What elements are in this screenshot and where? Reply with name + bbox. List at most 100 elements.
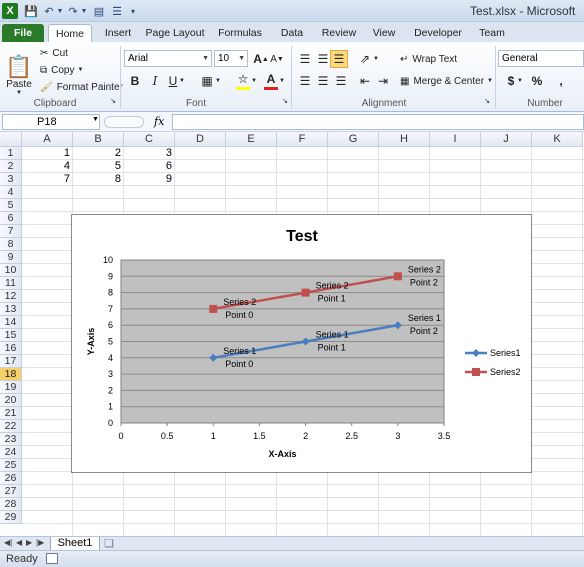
column-header-c[interactable]: C [124, 132, 175, 147]
column-header-d[interactable]: D [175, 132, 226, 147]
column-header-e[interactable]: E [226, 132, 277, 147]
currency-button[interactable]: $ [507, 74, 515, 88]
cell-b2[interactable]: 5 [114, 160, 121, 172]
undo-dropdown-icon[interactable]: ▼ [56, 7, 64, 15]
name-box-dropdown-icon[interactable]: ▼ [92, 116, 99, 123]
column-header-h[interactable]: H [379, 132, 430, 147]
italic-button[interactable]: I [152, 74, 158, 88]
currency-dropdown-icon[interactable]: ▼ [517, 78, 523, 84]
form-icon[interactable]: ▤ [93, 5, 105, 18]
redo-icon[interactable]: ↷ [68, 5, 78, 18]
row-header-28[interactable]: 28 [0, 498, 22, 511]
tab-home[interactable]: Home [48, 24, 92, 42]
row-header-9[interactable]: 9 [0, 251, 22, 264]
formula-input[interactable] [172, 114, 584, 130]
macro-record-icon[interactable] [46, 553, 58, 564]
row-header-21[interactable]: 21 [0, 407, 22, 420]
orientation-dropdown-icon[interactable]: ▼ [373, 56, 379, 62]
align-center-icon[interactable]: ☰ [317, 74, 329, 88]
customize-toolbar-icon[interactable]: ▾ [130, 6, 135, 16]
row-header-13[interactable]: 13 [0, 303, 22, 316]
format-painter-button[interactable]: 🖌 Format Painter [40, 80, 123, 94]
tab-insert[interactable]: Insert [104, 27, 132, 39]
next-sheet-icon[interactable]: ▶ [26, 538, 33, 547]
name-box[interactable]: P18 [2, 114, 100, 130]
row-header-6[interactable]: 6 [0, 212, 22, 225]
row-header-3[interactable]: 3 [0, 173, 22, 186]
fill-color-icon[interactable]: ⛦ [238, 71, 248, 86]
align-left-icon[interactable]: ☰ [299, 74, 311, 88]
insert-sheet-icon[interactable]: ❏ [104, 538, 114, 550]
row-header-23[interactable]: 23 [0, 433, 22, 446]
cell-b3[interactable]: 8 [114, 173, 121, 185]
shrink-font-button[interactable]: A ▼ [268, 50, 286, 68]
wrap-text-button[interactable]: ↵ Wrap Text [400, 51, 457, 67]
column-header-k[interactable]: K [532, 132, 583, 147]
row-header-7[interactable]: 7 [0, 225, 22, 238]
tab-file[interactable]: File [2, 24, 44, 42]
undo-icon[interactable]: ↶ [44, 5, 54, 18]
embedded-chart[interactable]: Test 0 1 2 3 4 5 6 7 8 9 10 0 0.5 1 1.5 2 2.5 3 3.5 X-Axis Y-… [71, 214, 532, 473]
cell-c3[interactable]: 9 [165, 173, 172, 185]
merge-center-button[interactable]: ▦ Merge & Center ▼ [400, 73, 493, 89]
bold-button[interactable]: B [130, 74, 140, 88]
insert-function-button[interactable]: fx [154, 115, 165, 128]
fill-color-dropdown-icon[interactable]: ▼ [251, 78, 257, 84]
font-color-dropdown-icon[interactable]: ▼ [279, 78, 285, 84]
align-right-icon[interactable]: ☰ [335, 74, 347, 88]
last-sheet-icon[interactable]: |▶ [36, 538, 45, 547]
row-header-15[interactable]: 15 [0, 329, 22, 342]
align-top-icon[interactable]: ☰ [299, 52, 311, 66]
prev-sheet-icon[interactable]: ◀ [16, 538, 23, 547]
percent-button[interactable]: % [531, 74, 543, 88]
row-header-24[interactable]: 24 [0, 446, 22, 459]
decrease-indent-icon[interactable]: ⇤ [359, 74, 371, 88]
column-header-i[interactable]: I [430, 132, 481, 147]
row-header-19[interactable]: 19 [0, 381, 22, 394]
tab-review[interactable]: Review [321, 27, 357, 39]
align-bottom-icon[interactable]: ☰ [330, 50, 348, 68]
row-header-5[interactable]: 5 [0, 199, 22, 212]
row-header-27[interactable]: 27 [0, 485, 22, 498]
sheet-tab-sheet1[interactable]: Sheet1 [50, 537, 100, 551]
font-color-icon[interactable]: A [266, 72, 276, 86]
row-header-17[interactable]: 17 [0, 355, 22, 368]
tab-page-layout[interactable]: Page Layout [145, 27, 205, 39]
align-middle-icon[interactable]: ☰ [317, 52, 329, 66]
redo-dropdown-icon[interactable]: ▼ [80, 7, 88, 15]
column-header-j[interactable]: J [481, 132, 532, 147]
comma-button[interactable]: , [559, 74, 563, 88]
font-launcher-icon[interactable]: ↘ [282, 98, 288, 105]
tab-view[interactable]: View [372, 27, 396, 39]
cell-c2[interactable]: 6 [165, 160, 172, 172]
row-header-25[interactable]: 25 [0, 459, 22, 472]
clipboard-launcher-icon[interactable]: ↘ [110, 98, 116, 105]
save-icon[interactable]: 💾 [24, 5, 38, 18]
excel-logo-icon[interactable]: X [2, 3, 18, 19]
row-header-1[interactable]: 1 [0, 147, 22, 160]
orientation-icon[interactable]: ⇗ [359, 52, 371, 66]
row-header-14[interactable]: 14 [0, 316, 22, 329]
increase-indent-icon[interactable]: ⇥ [377, 74, 389, 88]
font-size-combo[interactable]: 10 ▼ [214, 50, 248, 67]
list-icon[interactable]: ☰ [112, 5, 122, 18]
row-header-16[interactable]: 16 [0, 342, 22, 355]
grow-font-button[interactable]: A ▲ [252, 50, 270, 68]
row-header-11[interactable]: 11 [0, 277, 22, 290]
underline-button[interactable]: U [168, 74, 178, 88]
row-header-18[interactable]: 18 [0, 368, 22, 381]
underline-dropdown-icon[interactable]: ▼ [179, 78, 185, 84]
cut-button[interactable]: ✂ Cut [40, 46, 68, 60]
row-header-20[interactable]: 20 [0, 394, 22, 407]
row-header-4[interactable]: 4 [0, 186, 22, 199]
column-header-g[interactable]: G [328, 132, 379, 147]
row-header-10[interactable]: 10 [0, 264, 22, 277]
row-header-8[interactable]: 8 [0, 238, 22, 251]
row-header-2[interactable]: 2 [0, 160, 22, 173]
cell-b1[interactable]: 2 [114, 147, 121, 159]
column-header-a[interactable]: A [22, 132, 73, 147]
row-header-26[interactable]: 26 [0, 472, 22, 485]
number-format-combo[interactable]: General [498, 50, 584, 67]
alignment-launcher-icon[interactable]: ↘ [484, 98, 490, 105]
